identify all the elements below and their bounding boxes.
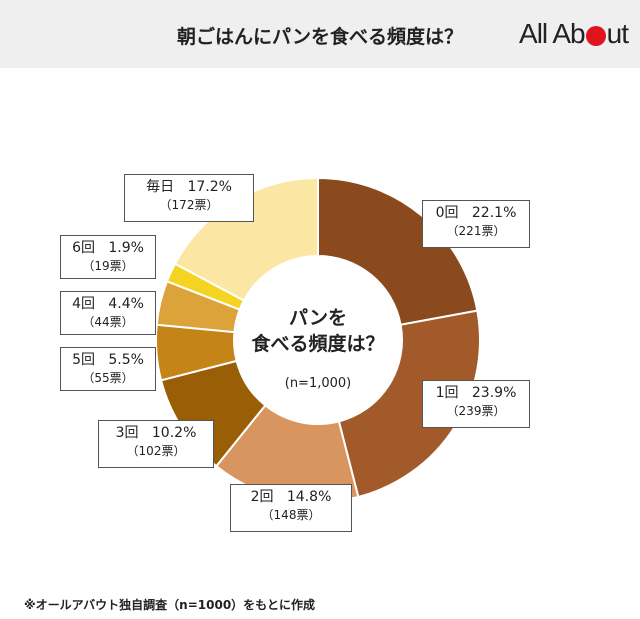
chart-sample-size: (n=1,000) xyxy=(284,376,352,391)
slice-percent: 4.4% xyxy=(108,296,144,312)
slice-label-gap xyxy=(274,489,287,505)
slice-label-line: 毎日 17.2% xyxy=(125,178,253,196)
slice-percent: 22.1% xyxy=(471,205,517,221)
slice-label-line: 4回 4.4% xyxy=(61,295,155,313)
slice-label-box-4: 5回 5.5% （55票） xyxy=(60,347,156,391)
slice-votes: （148票） xyxy=(261,508,321,522)
slice-label-gap xyxy=(95,296,108,312)
slice-label-line: 6回 1.9% xyxy=(61,239,155,257)
slice-label-gap xyxy=(174,179,187,195)
slice-label-box-1: 1回 23.9% （239票） xyxy=(422,380,530,428)
slice-label-line: 2回 14.8% xyxy=(231,488,351,506)
slice-votes: （172票） xyxy=(159,198,219,212)
slice-label-gap xyxy=(95,240,108,256)
slice-label-line: 0回 22.1% xyxy=(423,204,529,222)
logo-text-start: All Ab xyxy=(519,18,586,49)
slice-percent: 23.9% xyxy=(471,385,517,401)
slice-name: 5回 xyxy=(72,352,95,368)
slice-name: 4回 xyxy=(72,296,95,312)
slice-label-box-7: 毎日 17.2% （172票） xyxy=(124,174,254,222)
slice-label-gap xyxy=(139,425,152,441)
logo-text-end: ut xyxy=(606,18,629,49)
slice-label-line: 5回 5.5% xyxy=(61,351,155,369)
slice-name: 毎日 xyxy=(146,179,175,195)
slice-votes: （44票） xyxy=(82,315,134,329)
slice-votes: （221票） xyxy=(446,224,506,238)
slice-name: 6回 xyxy=(72,240,95,256)
slice-label-gap xyxy=(95,352,108,368)
footnote: ※オールアバウト独自調査（n=1000）をもとに作成 xyxy=(24,598,315,612)
slice-label-line: 1回 23.9% xyxy=(423,384,529,402)
center-title-line1: パンを xyxy=(289,307,347,329)
chart-center-title: パンを 食べる頻度は？ xyxy=(218,305,418,357)
center-title-line2: 食べる頻度は？ xyxy=(251,333,385,355)
allabout-logo: All Ab ut xyxy=(519,16,629,52)
slice-votes: （55票） xyxy=(82,371,134,385)
slice-percent: 14.8% xyxy=(286,489,332,505)
slice-label-box-2: 2回 14.8% （148票） xyxy=(230,484,352,532)
slice-percent: 5.5% xyxy=(108,352,144,368)
slice-label-gap xyxy=(459,205,472,221)
slice-percent: 1.9% xyxy=(108,240,144,256)
donut-slice-7 xyxy=(173,176,319,302)
slice-name: 3回 xyxy=(115,425,139,441)
slice-label-box-0: 0回 22.1% （221票） xyxy=(422,200,530,248)
slice-name: 2回 xyxy=(250,489,274,505)
slice-votes: （102票） xyxy=(126,444,186,458)
slice-label-line: 3回 10.2% xyxy=(99,424,213,442)
header-bar xyxy=(0,0,640,68)
slice-votes: （239票） xyxy=(446,404,506,418)
slice-label-box-5: 4回 4.4% （44票） xyxy=(60,291,156,335)
slice-name: 0回 xyxy=(435,205,459,221)
slice-votes: （19票） xyxy=(82,259,134,273)
slice-percent: 10.2% xyxy=(151,425,197,441)
slice-percent: 17.2% xyxy=(187,179,232,195)
slice-label-box-3: 3回 10.2% （102票） xyxy=(98,420,214,468)
donut-slice-0 xyxy=(317,176,479,326)
page-title: 朝ごはんにパンを食べる頻度は？ xyxy=(177,26,463,48)
slice-name: 1回 xyxy=(435,385,459,401)
slice-label-gap xyxy=(459,385,472,401)
slice-label-box-6: 6回 1.9% （19票） xyxy=(60,235,156,279)
logo-dot-icon xyxy=(585,26,606,46)
